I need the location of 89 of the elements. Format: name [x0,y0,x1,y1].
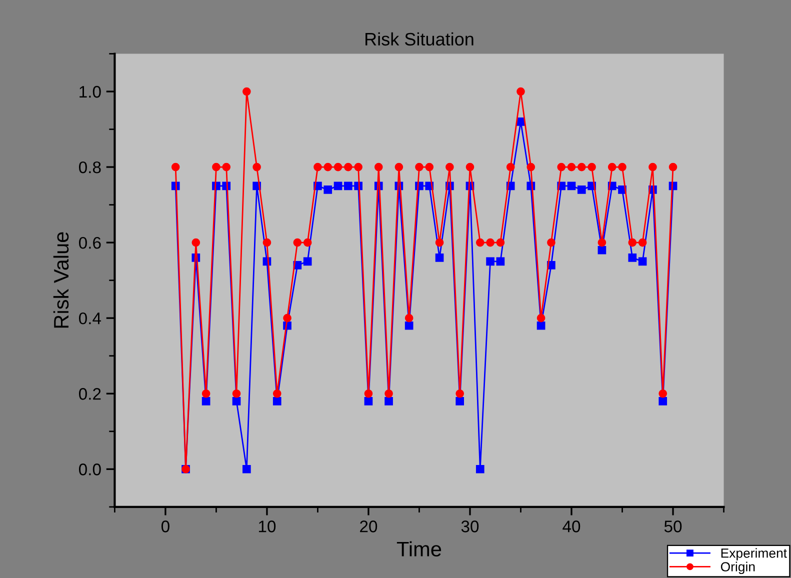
x-tick-label: 20 [360,520,378,532]
point [314,162,322,172]
point [435,254,444,262]
point [486,238,494,247]
point [324,162,332,172]
point [476,238,484,247]
legend-label: Experiment [721,548,787,560]
point [212,162,220,172]
point [608,162,616,172]
point [283,314,292,322]
y-tick-label: 0.4 [78,312,102,324]
x-tick-label: 0 [161,520,170,532]
point [334,182,342,190]
point [192,238,200,247]
x-axis-title: Time [396,541,442,556]
point [242,87,251,96]
point [658,397,668,406]
point [526,162,536,172]
point [374,162,383,172]
y-axis-title: Risk Value [53,232,69,328]
point [364,389,373,398]
y-tick-label: 0.6 [78,236,101,249]
point [598,246,606,254]
point [222,162,231,172]
point [567,162,576,172]
point [272,389,282,398]
point [404,314,414,322]
point [476,464,484,474]
point [354,162,362,172]
point [536,321,546,330]
point [252,162,261,172]
point [598,238,606,247]
point [425,162,434,172]
point [404,321,414,330]
point [344,182,352,190]
point [202,389,210,398]
point [668,162,678,172]
x-tick-label: 30 [461,520,479,532]
point [293,238,302,247]
point [536,314,546,322]
point [628,254,637,262]
point [171,162,180,172]
point [202,397,210,406]
point [567,182,576,190]
point [618,162,626,172]
point [496,257,505,266]
point [344,162,352,172]
point [435,238,444,247]
point [415,162,424,172]
y-tick-label: 0.2 [78,388,101,400]
point [577,186,586,194]
point [384,397,393,406]
point [486,257,494,266]
point [394,162,404,172]
point [547,238,556,247]
point [456,397,464,406]
x-tick-label: 40 [562,520,580,532]
x-tick-label: 50 [664,520,682,532]
point [303,238,312,247]
point [303,257,312,266]
point [588,162,596,172]
chart-title: Risk Situation [366,32,474,46]
point [364,397,373,406]
y-tick-label: 0.0 [78,464,101,476]
point [658,389,668,398]
y-tick-label: 0.8 [78,161,101,174]
point [232,389,241,398]
y-tick-label: 1.0 [80,86,101,98]
point [577,162,586,172]
point [232,397,241,406]
point [466,162,474,172]
x-tick-label: 10 [258,520,276,532]
point [242,464,251,474]
point [557,162,566,172]
point [262,238,272,247]
point [272,397,282,406]
point [628,238,637,247]
point [456,389,464,398]
point [384,389,393,398]
point [324,186,332,194]
point [638,257,647,266]
point [638,238,647,247]
legend-label: Origin [720,562,755,574]
point [496,238,505,247]
point [334,162,342,172]
point [506,162,515,172]
point [516,87,525,96]
point [446,162,454,172]
point [648,162,657,172]
